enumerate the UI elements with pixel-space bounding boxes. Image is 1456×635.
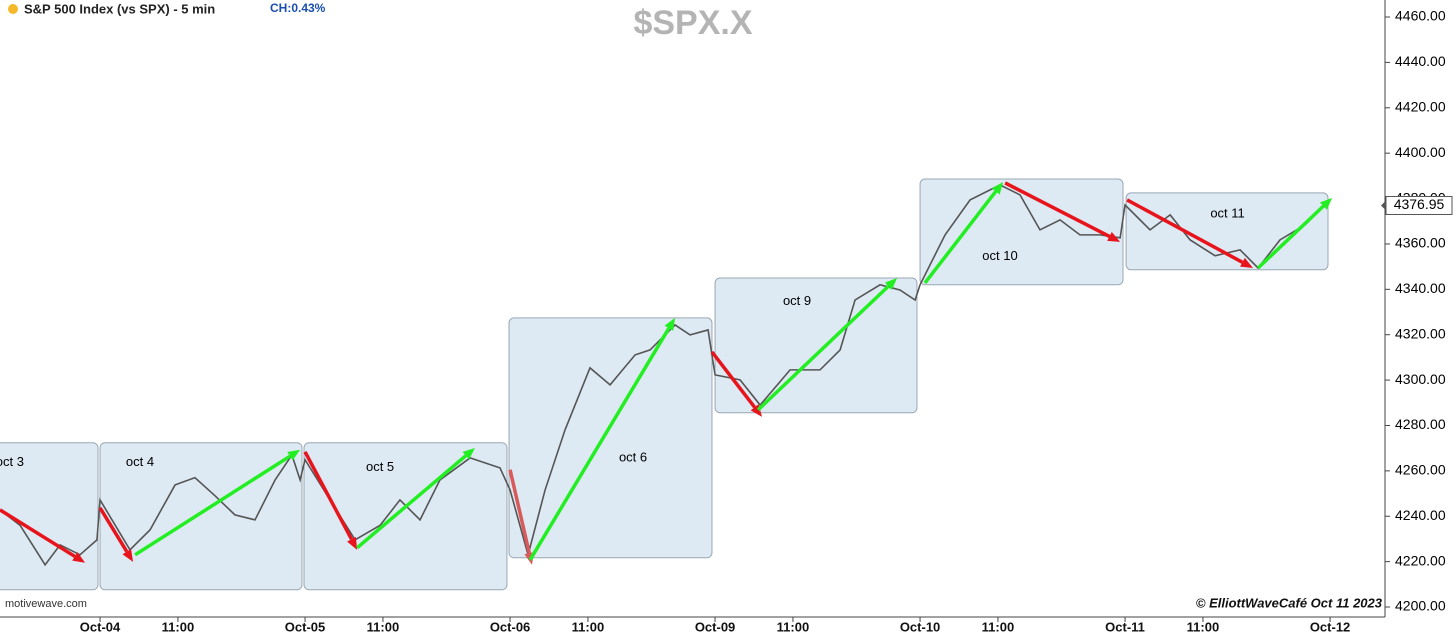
arrow-head	[1107, 231, 1121, 242]
y-tick-label: 4360.00	[1395, 235, 1446, 251]
trend-arrow	[528, 327, 671, 561]
day-box	[714, 277, 918, 414]
arrow-head	[122, 549, 134, 562]
day-box	[303, 442, 508, 591]
y-tick-label: 4240.00	[1395, 507, 1446, 523]
day-box-label: oct 5	[366, 459, 394, 474]
y-tick-label: 4420.00	[1395, 98, 1446, 114]
y-tick-label: 4340.00	[1395, 280, 1446, 296]
trend-arrow	[923, 190, 998, 285]
arrow-head	[347, 536, 358, 550]
arrow-head	[664, 317, 676, 331]
day-boxes: oct 3 oct 4 oct 5 oct 6 oct 9 oct 10 oct 11	[0, 178, 1329, 591]
arrow-head	[991, 181, 1004, 195]
x-tick-label: 11:00	[162, 619, 195, 634]
day-box-label: oct 6	[619, 449, 647, 464]
y-tick-label: 4440.00	[1395, 53, 1446, 69]
x-tick-label: 11:00	[367, 619, 400, 634]
x-tick-label: 11:00	[1187, 619, 1220, 634]
x-tick-label: 11:00	[777, 619, 810, 634]
trend-arrow	[1126, 198, 1244, 264]
chart-title: S&P 500 Index (vs SPX) - 5 min	[24, 1, 215, 16]
x-tick-label: Oct-06	[490, 619, 530, 634]
price-line	[0, 184, 1331, 567]
arrow-head	[1319, 197, 1333, 210]
x-tick-label: 11:00	[572, 619, 605, 634]
trend-arrow	[98, 506, 129, 553]
x-tick-label: Oct-12	[1310, 619, 1350, 634]
trend-arrow	[134, 454, 291, 557]
x-tick-label: Oct-05	[285, 619, 325, 634]
x-tick-label: Oct-09	[695, 619, 735, 634]
credit: © ElliottWaveCafé Oct 11 2023	[1196, 595, 1383, 610]
day-box-label: oct 11	[1210, 205, 1244, 220]
trend-arrow	[1004, 181, 1111, 238]
arrow-head	[287, 449, 301, 461]
arrow-head	[72, 552, 86, 563]
trend-arrow	[355, 454, 467, 550]
x-tick-label: Oct-11	[1105, 619, 1145, 634]
change: CH:0.43%	[270, 1, 326, 15]
last-price-pointer	[1381, 200, 1386, 211]
y-tick-label: 4300.00	[1395, 371, 1446, 387]
arrow-head	[1240, 257, 1253, 268]
day-box-label: oct 4	[126, 454, 154, 469]
day-box	[919, 178, 1124, 286]
day-box-label: oct 10	[982, 248, 1017, 263]
arrow-head	[884, 277, 898, 290]
status-dot	[8, 4, 18, 14]
x-tick-label: 11:00	[982, 619, 1015, 634]
y-tick-label: 4200.00	[1395, 598, 1446, 614]
trend-arrow	[756, 284, 890, 412]
y-tick-label: 4400.00	[1395, 144, 1446, 160]
arrow-head	[462, 447, 475, 460]
day-box-label: oct 3	[0, 454, 24, 469]
watermark: motivewave.com	[5, 598, 87, 610]
trend-arrow	[710, 350, 757, 409]
symbol: $SPX.X	[633, 4, 752, 42]
trend-arrow	[1256, 204, 1325, 270]
plot	[0, 181, 1333, 567]
y-tick-label: 4220.00	[1395, 552, 1446, 568]
trend-arrow	[0, 508, 76, 558]
y-tick-label: 4320.00	[1395, 325, 1446, 341]
y-tick-label: 4460.00	[1395, 8, 1446, 24]
trend-arrow	[303, 450, 354, 541]
trend-arrow	[508, 469, 531, 554]
x-tick-label: Oct-04	[80, 619, 121, 634]
y-tick-label: 4260.00	[1395, 462, 1446, 478]
x-tick-label: Oct-10	[900, 619, 940, 634]
y-tick-label: 4280.00	[1395, 416, 1446, 432]
day-box-label: oct 9	[783, 293, 811, 308]
last-price: 4376.95	[1394, 196, 1445, 212]
day-box	[508, 317, 713, 559]
